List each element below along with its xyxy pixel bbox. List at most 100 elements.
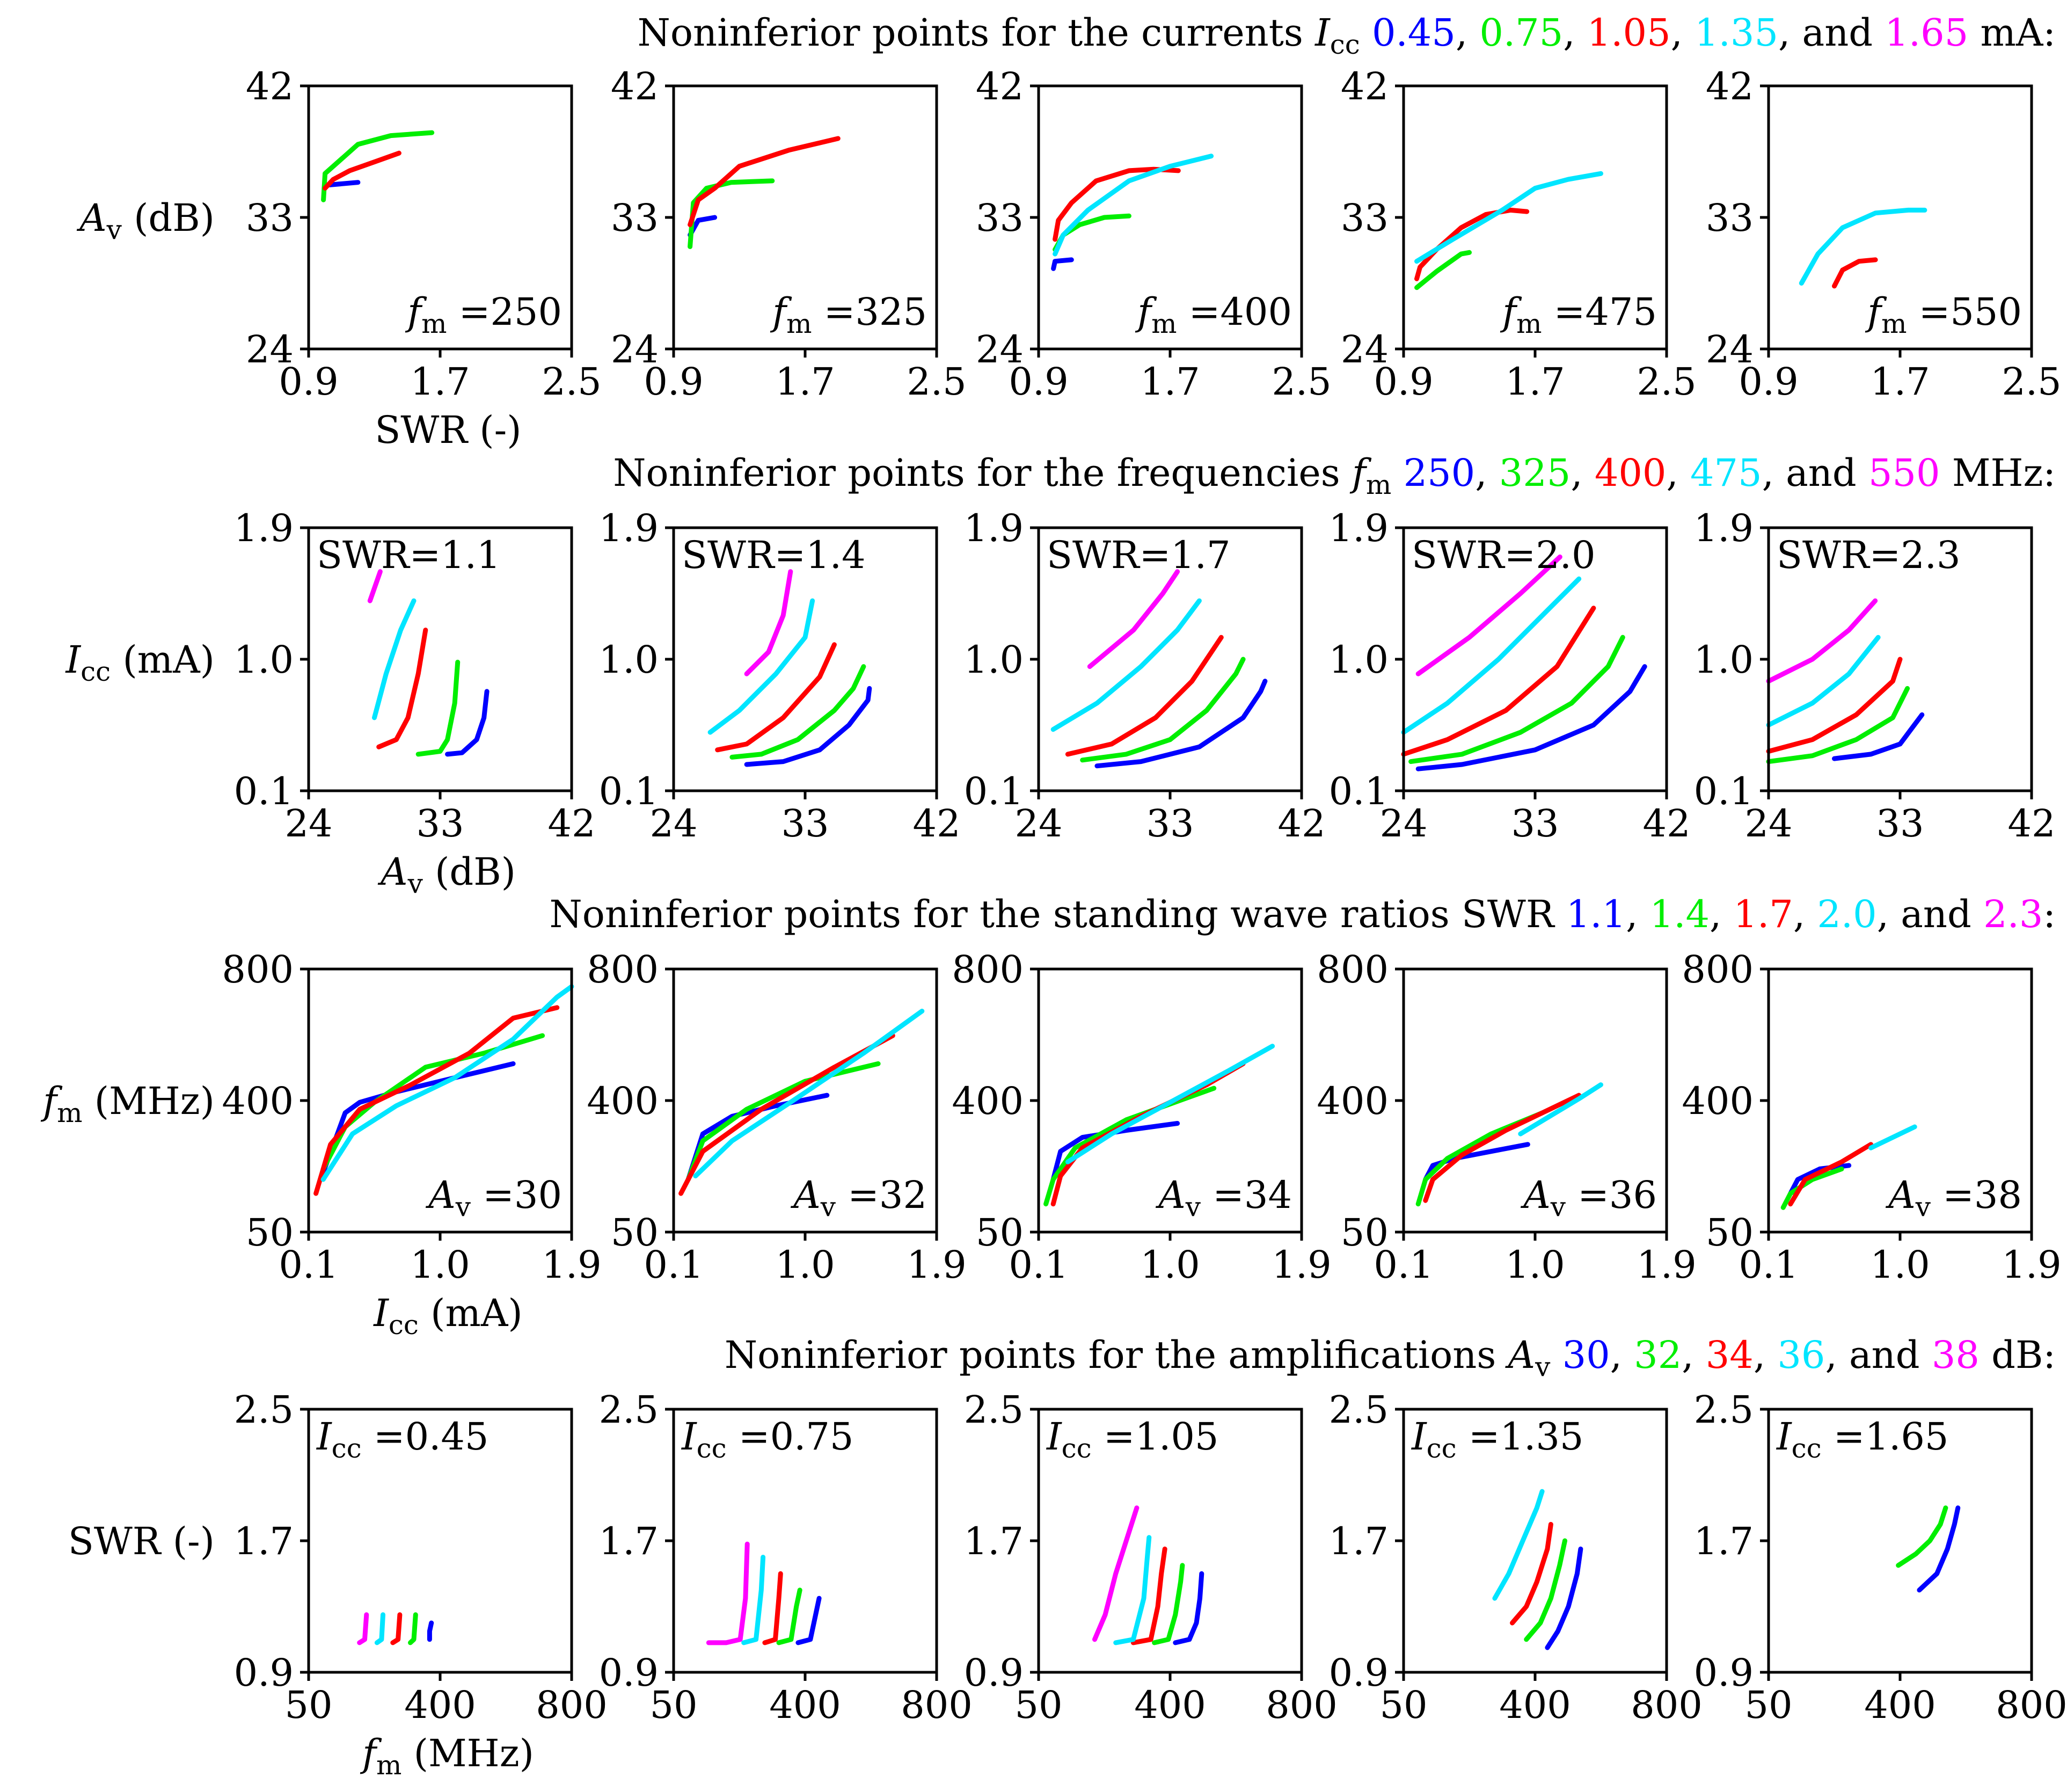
- y-tick-label: 0.9: [1694, 1651, 1754, 1695]
- y-tick-label: 400: [952, 1079, 1024, 1123]
- series-line-red: [715, 642, 837, 753]
- series-line-red: [376, 628, 428, 749]
- x-tick-label: 42: [2007, 802, 2055, 846]
- series-line-cyan: [1401, 576, 1582, 735]
- series-line-green: [1414, 250, 1472, 290]
- x-tick-label: 2.5: [2002, 360, 2061, 404]
- panel-r4-c3: 50 400 800 0.9 1.7 2.5 Icc =1.05: [964, 1388, 1338, 1727]
- y-tick-label: 24: [246, 327, 294, 371]
- series-line-cyan: [1414, 171, 1603, 264]
- x-tick-label: 0.1: [1374, 1243, 1433, 1287]
- y-tick-label: 33: [1341, 196, 1389, 240]
- y-tick-label: 42: [611, 64, 659, 108]
- panel-label: SWR=1.7: [1047, 533, 1231, 577]
- series-line-magenta: [1766, 598, 1878, 684]
- x-tick-label: 400: [1134, 1683, 1206, 1727]
- panel-r1-c4: 0.9 1.7 2.5 24 33 42 fm =475: [1341, 64, 1697, 404]
- panel-label: Icc =1.35: [1411, 1415, 1583, 1464]
- panel-r1-c2: 0.9 1.7 2.5 24 33 42 fm =325: [611, 64, 967, 404]
- panel-r2-c2: 24 33 42 0.1 1.0 1.9 SWR=1.4: [599, 506, 961, 846]
- panel-r2-c1: 24 33 42 0.1 1.0 1.9 SWR=1.1: [234, 506, 596, 846]
- x-tick-label: 2.5: [542, 360, 601, 404]
- x-axis-label: fm (MHz): [360, 1731, 534, 1781]
- x-tick-label: 1.7: [1140, 360, 1200, 404]
- series-line-cyan: [1492, 1489, 1545, 1601]
- y-tick-label: 400: [587, 1079, 659, 1123]
- panel-r2-c5: 24 33 42 0.1 1.0 1.9 SWR=2.3: [1694, 506, 2056, 846]
- x-tick-label: 2.5: [1637, 360, 1696, 404]
- y-tick-label: 0.1: [964, 769, 1024, 813]
- series-line-blue: [1051, 257, 1074, 271]
- series-line-cyan: [372, 598, 417, 720]
- y-tick-label: 42: [1341, 64, 1389, 108]
- panel-r4-c1: 50 400 800 0.9 1.7 2.5 Icc =0.45: [234, 1388, 608, 1727]
- panel-label: SWR=1.1: [317, 533, 501, 577]
- series-line-green: [776, 1587, 802, 1645]
- panel-r3-c2: 0.1 1.0 1.9 50 400 800 Av =32: [587, 948, 966, 1287]
- y-tick-label: 1.9: [599, 506, 659, 550]
- series-line-green: [729, 664, 866, 760]
- x-tick-label: 800: [1631, 1683, 1703, 1727]
- x-tick-label: 50: [1744, 1683, 1792, 1727]
- series-line-blue: [795, 1596, 822, 1645]
- series-line-red: [762, 1571, 783, 1645]
- panel-r3-c1: 0.1 1.0 1.9 50 400 800 Av =30: [222, 948, 601, 1287]
- series-line-red: [390, 1612, 403, 1645]
- y-tick-label: 50: [1706, 1211, 1754, 1255]
- series-line-magenta: [357, 1612, 369, 1645]
- series-line-green: [688, 178, 775, 249]
- y-tick-label: 800: [952, 948, 1024, 992]
- series-line-green: [1524, 1538, 1567, 1642]
- y-tick-label: 24: [1706, 327, 1754, 371]
- series-line-magenta: [744, 569, 793, 676]
- series-line-red: [1053, 166, 1181, 242]
- y-tick-label: 1.0: [599, 638, 659, 682]
- y-tick-label: 1.0: [1329, 638, 1389, 682]
- series-line-red: [678, 1033, 895, 1196]
- series-line-cyan: [374, 1612, 385, 1645]
- row-title-3: Noninferior points for the standing wave…: [549, 892, 2056, 936]
- panel-label: SWR=2.0: [1412, 533, 1596, 577]
- x-tick-label: 1.9: [1637, 1243, 1696, 1287]
- x-tick-label: 33: [1876, 802, 1924, 846]
- x-tick-label: 800: [536, 1683, 608, 1727]
- series-line-cyan: [707, 598, 815, 735]
- series-line-red: [323, 150, 401, 191]
- series-line-green: [1080, 657, 1246, 763]
- series-line-magenta: [1087, 569, 1180, 669]
- series-line-magenta: [1415, 554, 1562, 676]
- y-tick-label: 42: [976, 64, 1024, 108]
- panel-label: Av =30: [425, 1173, 562, 1222]
- y-axis-label: Icc (mA): [65, 638, 215, 687]
- series-line-red: [688, 136, 841, 228]
- series-line-green: [1152, 1563, 1185, 1645]
- panel-r4-c5: 50 400 800 0.9 1.7 2.5 Icc =1.65: [1694, 1388, 2067, 1727]
- series-line-magenta: [367, 569, 383, 603]
- row-title-4: Noninferior points for the amplification…: [725, 1333, 2056, 1382]
- series-line-cyan: [1065, 1044, 1275, 1164]
- y-tick-label: 800: [222, 948, 294, 992]
- series-line-cyan: [320, 984, 574, 1182]
- panel-r2-c4: 24 33 42 0.1 1.0 1.9 SWR=2.0: [1329, 506, 1691, 846]
- x-tick-label: 1.9: [2002, 1243, 2061, 1287]
- x-tick-label: 24: [649, 802, 697, 846]
- y-tick-label: 1.7: [599, 1519, 659, 1563]
- y-tick-label: 0.1: [1694, 769, 1754, 813]
- x-tick-label: 400: [404, 1683, 476, 1727]
- x-tick-label: 0.1: [644, 1243, 703, 1287]
- series-line-blue: [1545, 1546, 1583, 1650]
- y-tick-label: 33: [611, 196, 659, 240]
- series-line-cyan: [741, 1555, 766, 1645]
- panel-r3-c4: 0.1 1.0 1.9 50 400 800 Av =36: [1317, 948, 1696, 1287]
- y-tick-label: 1.0: [234, 638, 294, 682]
- y-tick-label: 0.9: [1329, 1651, 1389, 1695]
- y-tick-label: 1.7: [1329, 1519, 1389, 1563]
- x-tick-label: 0.9: [1374, 360, 1433, 404]
- x-tick-label: 1.0: [1870, 1243, 1930, 1287]
- x-tick-label: 1.7: [410, 360, 470, 404]
- series-line-green: [1896, 1505, 1948, 1568]
- y-tick-label: 33: [246, 196, 294, 240]
- panel-label: Icc =0.75: [681, 1415, 853, 1464]
- x-tick-label: 1.0: [775, 1243, 835, 1287]
